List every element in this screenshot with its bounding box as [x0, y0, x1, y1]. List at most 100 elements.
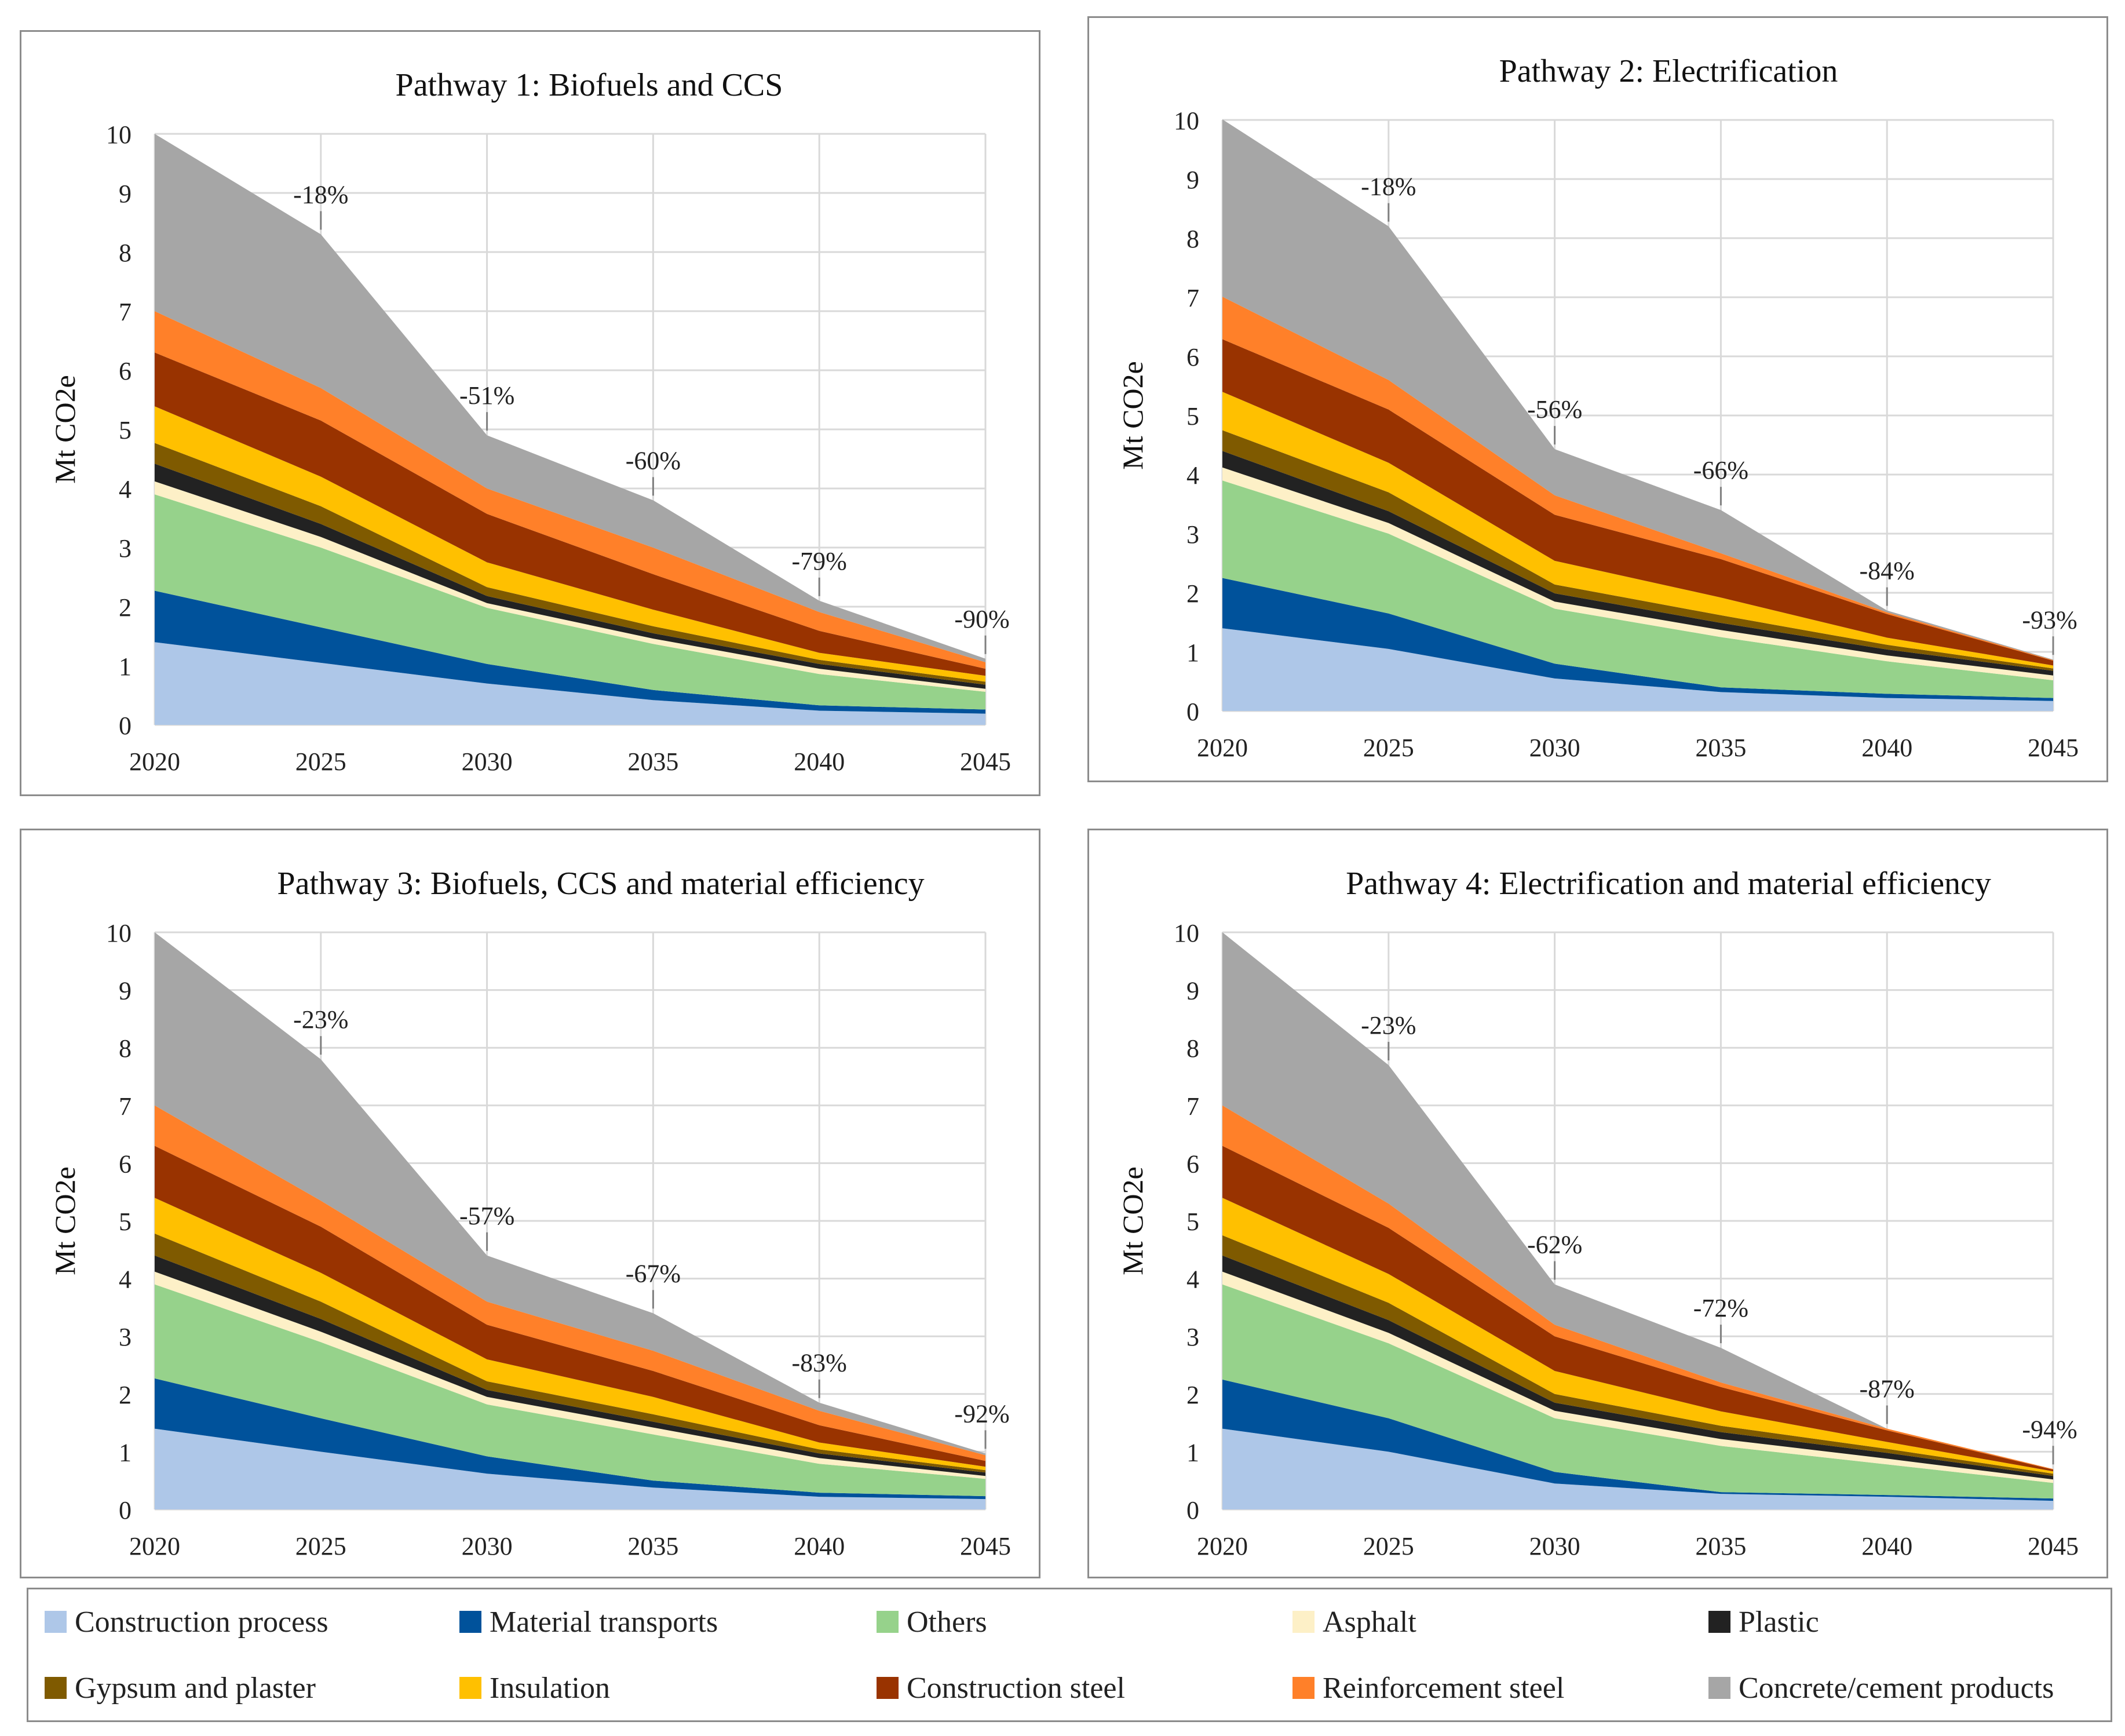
annotation-label: -18% [293, 180, 348, 209]
area-series-concrete-cement-products [155, 932, 985, 1456]
y-tick-label: 10 [106, 919, 132, 947]
y-tick-label: 1 [119, 652, 132, 681]
legend-label: Construction process [75, 1605, 328, 1639]
y-tick-label: 8 [119, 239, 132, 267]
area-series-others [1222, 480, 2053, 698]
y-tick-label: 9 [1186, 977, 1199, 1005]
x-tick-label: 2045 [960, 1532, 1011, 1560]
legend-swatch [45, 1677, 67, 1699]
y-tick-label: 1 [119, 1438, 132, 1467]
area-series-material-transports [155, 1378, 985, 1500]
legend-swatch [877, 1677, 899, 1699]
legend-label: Asphalt [1323, 1605, 1416, 1639]
chart-svg: 0 1 2 3 4 5 6 7 8 9 10 2020 2025 2030 2035 2040 2045 -23%… [49, 866, 1011, 1560]
x-tick-label: 2025 [1363, 734, 1414, 762]
x-tick-label: 2035 [1695, 734, 1746, 762]
chart-title: Pathway 1: Biofuels and CCS [396, 67, 783, 103]
annotation-label: -94% [2022, 1415, 2077, 1443]
chart-panel-pathway-2: 0 1 2 3 4 5 6 7 8 9 10 2020 2025 2030 2035 2040 2045 -18%… [1087, 16, 2108, 782]
y-axis-label: Mt CO2e [49, 1166, 81, 1275]
x-tick-label: 2045 [960, 747, 1011, 776]
y-tick-label: 6 [1186, 1150, 1199, 1178]
legend-item-concrete-cement-products: Concrete/cement products [1708, 1671, 2054, 1705]
y-tick-label: 0 [1186, 1496, 1199, 1525]
legend-item-asphalt: Asphalt [1292, 1604, 1416, 1639]
y-tick-label: 5 [1186, 402, 1199, 431]
y-tick-label: 5 [1186, 1208, 1199, 1236]
annotation-label: -93% [2022, 606, 2077, 634]
legend-swatch [1292, 1677, 1315, 1699]
y-tick-label: 3 [1186, 520, 1199, 549]
legend-swatch [1708, 1677, 1730, 1699]
y-tick-label: 0 [119, 712, 132, 740]
x-tick-label: 2035 [1695, 1532, 1746, 1560]
y-tick-label: 1 [1186, 1438, 1199, 1467]
y-axis-label: Mt CO2e [49, 375, 81, 484]
annotation-label: -90% [954, 605, 1009, 633]
x-tick-label: 2020 [129, 747, 180, 776]
x-tick-label: 2025 [295, 1532, 346, 1560]
annotation-label: -84% [1860, 557, 1915, 585]
y-tick-label: 7 [119, 298, 132, 326]
x-tick-label: 2025 [295, 747, 346, 776]
area-series-construction-process [1222, 628, 2053, 711]
area-series-construction-process [155, 642, 985, 725]
x-tick-label: 2040 [1861, 1532, 1912, 1560]
area-series-others [1222, 1284, 2053, 1499]
x-tick-label: 2020 [129, 1532, 180, 1560]
x-tick-label: 2045 [2028, 734, 2079, 762]
y-tick-label: 3 [119, 1323, 132, 1351]
x-tick-label: 2020 [1197, 734, 1248, 762]
y-tick-label: 3 [119, 534, 132, 563]
x-tick-label: 2025 [1363, 1532, 1414, 1560]
legend-item-construction-steel: Construction steel [877, 1671, 1125, 1705]
x-tick-label: 2030 [1529, 1532, 1580, 1560]
x-tick-label: 2040 [794, 747, 845, 776]
y-tick-label: 5 [119, 416, 132, 444]
y-tick-label: 10 [106, 121, 132, 149]
annotation-label: -57% [459, 1202, 514, 1230]
y-tick-label: 4 [1186, 1265, 1199, 1294]
y-tick-label: 2 [1186, 1381, 1199, 1409]
y-tick-label: 4 [119, 1265, 132, 1294]
y-tick-label: 0 [119, 1496, 132, 1525]
y-tick-label: 10 [1174, 919, 1199, 947]
annotation-label: -66% [1693, 456, 1748, 484]
legend-label: Concrete/cement products [1739, 1671, 2054, 1705]
legend-label: Plastic [1739, 1605, 1819, 1639]
x-tick-label: 2045 [2028, 1532, 2079, 1560]
legend-item-reinforcement-steel: Reinforcement steel [1292, 1671, 1564, 1705]
x-tick-label: 2040 [1861, 734, 1912, 762]
annotation-label: -67% [626, 1259, 681, 1288]
x-tick-label: 2035 [627, 747, 678, 776]
legend-swatch [45, 1611, 67, 1633]
y-tick-label: 6 [119, 1150, 132, 1178]
y-tick-label: 9 [1186, 166, 1199, 194]
chart-title: Pathway 3: Biofuels, CCS and material ef… [277, 866, 924, 902]
legend-item-insulation: Insulation [459, 1671, 610, 1705]
annotation-label: -62% [1527, 1231, 1582, 1259]
y-tick-label: 2 [1186, 579, 1199, 608]
area-series-others [155, 494, 985, 710]
annotation-label: -83% [792, 1349, 847, 1377]
y-tick-label: 1 [1186, 639, 1199, 667]
x-tick-label: 2040 [794, 1532, 845, 1560]
y-axis-label: Mt CO2e [1116, 361, 1149, 470]
y-tick-label: 6 [1186, 343, 1199, 371]
area-series-material-transports [1222, 578, 2053, 701]
legend-item-material-transports: Material transports [459, 1604, 718, 1639]
y-tick-label: 8 [1186, 1034, 1199, 1063]
area-series-material-transports [1222, 1379, 2053, 1501]
area-series-construction-process [155, 1428, 985, 1509]
x-tick-label: 2030 [462, 1532, 513, 1560]
y-axis-label: Mt CO2e [1116, 1166, 1149, 1275]
y-tick-label: 7 [1186, 284, 1199, 312]
legend-item-gypsum-and-plaster: Gypsum and plaster [45, 1671, 316, 1705]
y-tick-label: 3 [1186, 1323, 1199, 1351]
annotation-label: -23% [293, 1005, 348, 1034]
legend: Construction process Material transports O… [27, 1588, 2112, 1722]
area-series-material-transports [155, 590, 985, 714]
annotation-label: -18% [1361, 173, 1416, 201]
y-tick-label: 7 [1186, 1092, 1199, 1121]
